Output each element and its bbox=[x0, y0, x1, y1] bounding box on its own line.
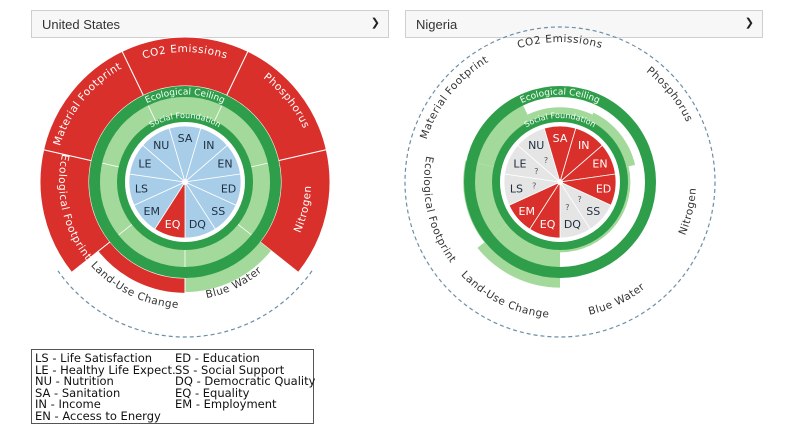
eco-label: Nitrogen bbox=[677, 187, 699, 237]
social-label: IN bbox=[203, 139, 214, 152]
outer-boundary-arc bbox=[57, 270, 313, 338]
eco-label-text: Blue Water bbox=[587, 281, 647, 318]
ceiling-label-text: Ecological Ceiling bbox=[519, 87, 601, 106]
legend-item: LS - Life Satisfaction bbox=[35, 351, 153, 365]
country-select-value: United States bbox=[42, 17, 121, 32]
social-label: LE bbox=[513, 158, 526, 171]
ecological-ceiling-ring bbox=[89, 86, 281, 278]
outer-boundary-circle bbox=[404, 26, 716, 338]
social-label: SA bbox=[178, 132, 193, 145]
legend-item: IN - Income bbox=[35, 397, 101, 412]
legend-item: SS - Social Support bbox=[175, 362, 285, 377]
eco-label: Phosphorus bbox=[644, 64, 695, 124]
legend: LS - Life Satisfaction LE - Healthy Life… bbox=[31, 349, 316, 424]
legend-item: EM - Employment bbox=[175, 397, 277, 412]
legend-item: LE - Healthy Life Expect. bbox=[35, 362, 176, 377]
unknown-marker: ? bbox=[544, 156, 548, 165]
divider-line bbox=[102, 162, 121, 168]
social-label: LS bbox=[135, 182, 148, 195]
divider-line bbox=[147, 105, 157, 123]
unknown-marker: ? bbox=[578, 195, 582, 204]
social-label: EM bbox=[144, 205, 160, 218]
social-label: LS bbox=[510, 182, 523, 195]
social-label: NU bbox=[153, 139, 169, 152]
legend-item: EQ - Equality bbox=[175, 385, 250, 400]
social-label: EN bbox=[592, 158, 607, 171]
legend-column: LS - Life Satisfaction LE - Healthy Life… bbox=[35, 351, 176, 423]
social-label: EN bbox=[217, 158, 232, 171]
social-label: IN bbox=[578, 139, 589, 152]
country-select-right[interactable]: Nigeria ❯ bbox=[405, 10, 763, 38]
legend-item: EN - Access to Energy bbox=[35, 408, 161, 423]
divider-line bbox=[213, 105, 223, 123]
doughnut-nigeria: CO2 Emissions Phosphorus Nitrogen Blue Wate… bbox=[404, 26, 716, 338]
social-label: DQ bbox=[564, 218, 581, 231]
center-dot bbox=[557, 179, 563, 185]
legend-column: ED - Education SS - Social Support DQ - … bbox=[175, 351, 316, 412]
legend-item: DQ - Democratic Quality bbox=[175, 374, 316, 389]
eco-label: CO2 Emissions bbox=[516, 33, 604, 51]
center-dot bbox=[182, 179, 188, 185]
social-label: ED bbox=[596, 182, 611, 195]
eco-overshoot-material-footprint bbox=[43, 50, 145, 162]
social-label: EQ bbox=[540, 218, 556, 231]
eco-label: Blue Water bbox=[587, 281, 647, 318]
divider-line bbox=[249, 162, 268, 168]
eco-label-text: Nitrogen bbox=[677, 187, 699, 237]
eco-label-text: Phosphorus bbox=[644, 64, 694, 124]
chevron-down-icon: ❯ bbox=[370, 17, 380, 29]
eco-label-text: Material Footprint bbox=[418, 54, 490, 141]
social-label: SS bbox=[586, 205, 600, 218]
social-foundation-ring bbox=[492, 114, 628, 250]
social-label: SS bbox=[211, 205, 225, 218]
ceiling-label: Ecological Ceiling bbox=[519, 87, 601, 106]
social-label: NU bbox=[528, 139, 544, 152]
social-label: DQ bbox=[189, 218, 206, 231]
unknown-marker: ? bbox=[534, 167, 538, 176]
eco-label-text: Ecological Footprint bbox=[421, 155, 458, 265]
ecological-ceiling-ring bbox=[464, 86, 656, 278]
legend-item: ED - Education bbox=[175, 351, 260, 365]
eco-label: Ecological Footprint bbox=[421, 155, 458, 265]
legend-item: NU - Nutrition bbox=[35, 374, 114, 389]
divider-line bbox=[118, 222, 134, 236]
chevron-down-icon: ❯ bbox=[744, 17, 754, 29]
social-label: LE bbox=[138, 158, 151, 171]
social-label: SA bbox=[553, 132, 568, 145]
eco-level-material-footprint bbox=[476, 104, 532, 168]
eco-level-nitrogen bbox=[611, 166, 631, 226]
legend-item: SA - Sanitation bbox=[35, 385, 121, 400]
country-select-left[interactable]: United States ❯ bbox=[31, 10, 389, 38]
eco-label-text: CO2 Emissions bbox=[516, 33, 604, 51]
social-label: EQ bbox=[165, 218, 181, 231]
unknown-marker: ? bbox=[532, 182, 536, 191]
social-label: EM bbox=[519, 205, 535, 218]
social-label: ED bbox=[221, 182, 236, 195]
social-foundation-ring bbox=[117, 114, 253, 250]
unknown-marker: ? bbox=[565, 203, 569, 212]
divider-line bbox=[236, 222, 252, 236]
country-select-value: Nigeria bbox=[416, 17, 458, 32]
eco-label: Material Footprint bbox=[418, 54, 491, 141]
